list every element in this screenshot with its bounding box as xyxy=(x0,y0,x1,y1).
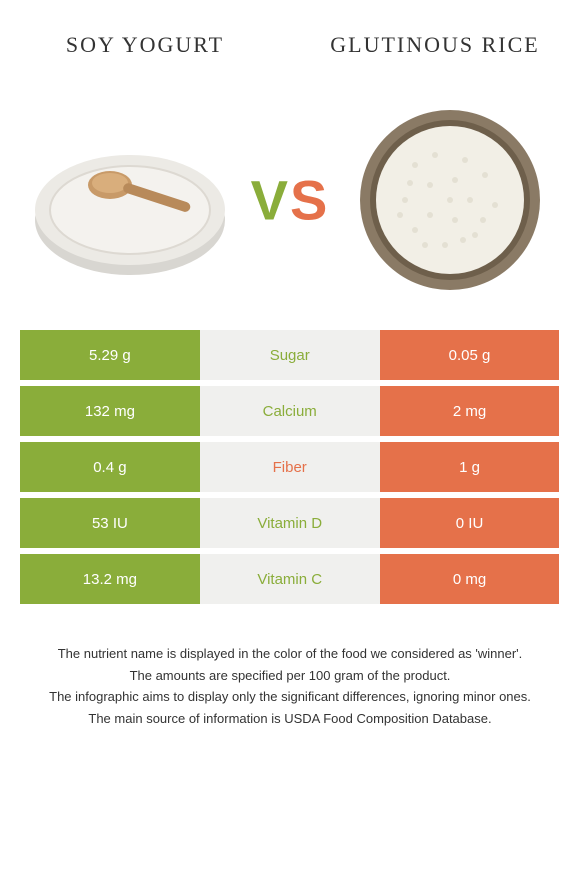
nutrient-row: 132 mgCalcium2 mg xyxy=(20,386,560,436)
left-food-image xyxy=(30,100,230,300)
nutrient-row: 13.2 mgVitamin C0 mg xyxy=(20,554,560,604)
left-value: 5.29 g xyxy=(20,330,200,380)
right-food-image xyxy=(350,100,550,300)
nutrient-table: 5.29 gSugar0.05 g 132 mgCalcium2 mg 0.4 gF… xyxy=(20,330,560,604)
left-food-title: SOY YOGURT xyxy=(0,32,290,58)
footer-line-1: The nutrient name is displayed in the co… xyxy=(20,644,560,664)
nutrient-label: Vitamin C xyxy=(200,554,380,604)
right-value: 0 mg xyxy=(380,554,560,604)
right-value: 0 IU xyxy=(380,498,560,548)
nutrient-label: Vitamin D xyxy=(200,498,380,548)
vs-s-letter: S xyxy=(290,169,329,232)
right-value: 0.05 g xyxy=(380,330,560,380)
nutrient-row: 53 IUVitamin D0 IU xyxy=(20,498,560,548)
left-value: 53 IU xyxy=(20,498,200,548)
nutrient-label: Calcium xyxy=(200,386,380,436)
nutrient-label: Sugar xyxy=(200,330,380,380)
header: SOY YOGURT GLUTINOUS RICE xyxy=(0,0,580,90)
footer-line-2: The amounts are specified per 100 gram o… xyxy=(20,666,560,686)
vs-v-letter: V xyxy=(251,169,290,232)
right-value: 2 mg xyxy=(380,386,560,436)
footer-notes: The nutrient name is displayed in the co… xyxy=(0,644,580,728)
footer-line-3: The infographic aims to display only the… xyxy=(20,687,560,707)
right-value: 1 g xyxy=(380,442,560,492)
left-value: 0.4 g xyxy=(20,442,200,492)
left-value: 13.2 mg xyxy=(20,554,200,604)
nutrient-label: Fiber xyxy=(200,442,380,492)
nutrient-row: 0.4 gFiber1 g xyxy=(20,442,560,492)
nutrient-row: 5.29 gSugar0.05 g xyxy=(20,330,560,380)
vs-label: VS xyxy=(251,168,330,233)
footer-line-4: The main source of information is USDA F… xyxy=(20,709,560,729)
right-food-title: GLUTINOUS RICE xyxy=(290,32,580,58)
left-value: 132 mg xyxy=(20,386,200,436)
image-row: VS xyxy=(0,90,580,310)
